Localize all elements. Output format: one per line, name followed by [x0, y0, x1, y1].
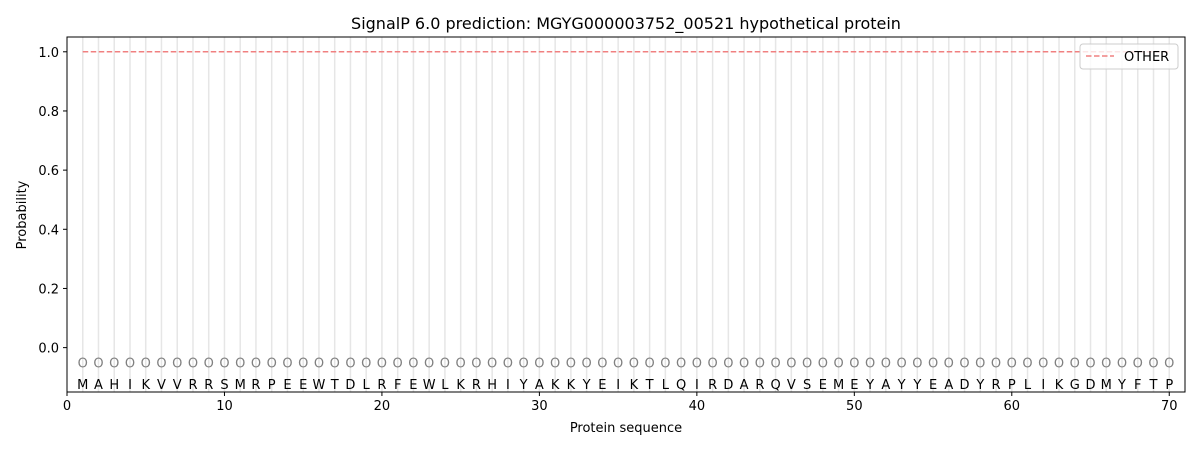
- region-label-marker: O: [156, 356, 166, 371]
- region-label-marker: O: [849, 356, 859, 371]
- region-label-marker: O: [802, 356, 812, 371]
- region-label-marker: O: [1133, 356, 1143, 371]
- region-label-marker: O: [393, 356, 403, 371]
- region-label-marker: O: [1148, 356, 1158, 371]
- region-label-marker: O: [519, 356, 529, 371]
- region-label-marker: O: [1038, 356, 1048, 371]
- region-label-marker: O: [1101, 356, 1111, 371]
- region-label-marker: O: [928, 356, 938, 371]
- region-label-marker: O: [959, 356, 969, 371]
- region-label-marker: O: [503, 356, 513, 371]
- region-label-marker: O: [282, 356, 292, 371]
- x-tick-label: 60: [1004, 399, 1021, 414]
- region-label-marker: O: [912, 356, 922, 371]
- region-label-marker: O: [204, 356, 214, 371]
- region-label-marker: O: [235, 356, 245, 371]
- region-label-marker: O: [1117, 356, 1127, 371]
- region-label-marker: O: [93, 356, 103, 371]
- region-label-marker: O: [330, 356, 340, 371]
- region-label-marker: O: [1054, 356, 1064, 371]
- region-label-marker: O: [1164, 356, 1174, 371]
- legend: OTHER: [1079, 43, 1179, 70]
- region-label-marker: O: [991, 356, 1001, 371]
- region-label-marker: O: [1007, 356, 1017, 371]
- region-label-marker: O: [770, 356, 780, 371]
- region-label-marker: O: [881, 356, 891, 371]
- region-label-marker: O: [629, 356, 639, 371]
- region-label-marker: O: [188, 356, 198, 371]
- x-tick-label: 50: [846, 399, 863, 414]
- region-label-marker: O: [1085, 356, 1095, 371]
- region-label-marker: O: [833, 356, 843, 371]
- region-label-marker: O: [755, 356, 765, 371]
- region-label-marker: O: [676, 356, 686, 371]
- region-label-marker: O: [345, 356, 355, 371]
- region-label-marker: O: [424, 356, 434, 371]
- region-label-marker: O: [566, 356, 576, 371]
- region-label-marker: O: [377, 356, 387, 371]
- region-label-marker: O: [723, 356, 733, 371]
- plot-frame: [66, 36, 1186, 393]
- region-label-marker: O: [818, 356, 828, 371]
- region-label-marker: O: [707, 356, 717, 371]
- region-label-marker: O: [251, 356, 261, 371]
- region-label-marker: O: [408, 356, 418, 371]
- y-tick-label: 0.6: [38, 164, 59, 179]
- residue-sequence: MAHIKVVRRSMRPEEWTDLRFEWLKRHIYAKKYEIKTLQI…: [77, 378, 1173, 393]
- region-label-marker: O: [109, 356, 119, 371]
- y-tick-label: 1.0: [38, 46, 59, 61]
- region-label-marker: O: [613, 356, 623, 371]
- region-label-marker: O: [471, 356, 481, 371]
- region-label-marker: O: [786, 356, 796, 371]
- y-tick-label: 0.2: [38, 282, 59, 297]
- region-label-marker: O: [361, 356, 371, 371]
- region-label-marker: O: [597, 356, 607, 371]
- region-label-marker: O: [440, 356, 450, 371]
- region-label-marker: O: [267, 356, 277, 371]
- region-label-marker: O: [172, 356, 182, 371]
- region-label-marker: O: [692, 356, 702, 371]
- region-label-marker: O: [550, 356, 560, 371]
- region-label-marker: O: [1070, 356, 1080, 371]
- region-label-marker: O: [534, 356, 544, 371]
- y-tick-label: 0.4: [38, 223, 59, 238]
- region-label-marker: O: [141, 356, 151, 371]
- x-tick-label: 30: [531, 399, 548, 414]
- y-tick-label: 0.0: [38, 342, 59, 357]
- x-tick-label: 70: [1161, 399, 1178, 414]
- region-label-marker: O: [314, 356, 324, 371]
- region-label-marker: O: [298, 356, 308, 371]
- region-label-marker: O: [975, 356, 985, 371]
- legend-box: [1079, 43, 1179, 70]
- region-label-marker: O: [1022, 356, 1032, 371]
- x-tick-label: 10: [216, 399, 233, 414]
- x-tick-label: 40: [689, 399, 706, 414]
- region-label-marker: O: [660, 356, 670, 371]
- region-label-marker: O: [78, 356, 88, 371]
- x-tick-label: 20: [374, 399, 391, 414]
- region-label-marker: O: [582, 356, 592, 371]
- region-label-marker: O: [456, 356, 466, 371]
- y-tick-label: 0.8: [38, 105, 59, 120]
- region-label-marker: O: [865, 356, 875, 371]
- chart-title: SignalP 6.0 prediction: MGYG000003752_00…: [351, 14, 901, 34]
- region-label-marker: O: [944, 356, 954, 371]
- region-label-marker: O: [487, 356, 497, 371]
- region-label-marker: O: [125, 356, 135, 371]
- region-label-marker: O: [219, 356, 229, 371]
- x-axis-label: Protein sequence: [570, 421, 682, 436]
- x-tick-label: 0: [63, 399, 71, 414]
- region-label-marker: O: [645, 356, 655, 371]
- region-label-marker: O: [896, 356, 906, 371]
- y-axis-label: Probability: [15, 180, 30, 249]
- legend-label-other: OTHER: [1124, 50, 1169, 65]
- region-label-marker: O: [739, 356, 749, 371]
